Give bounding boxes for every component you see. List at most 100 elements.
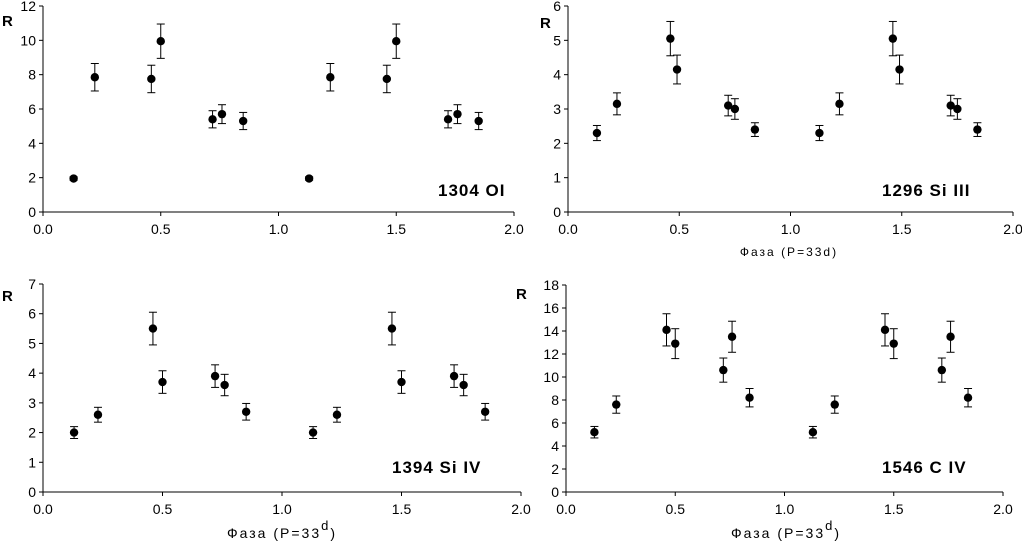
panel-1304-oi-data-point bbox=[217, 109, 227, 119]
panel-1394-si-iv-data-point bbox=[332, 410, 342, 419]
panel-1304-oi-title: 1304 OI bbox=[438, 181, 506, 200]
panel-1296-si-iii-data-point bbox=[953, 104, 962, 114]
panel-1394-si-iv-data-point bbox=[158, 377, 167, 387]
panel-1546-c-iv-title: 1546 C IV bbox=[882, 458, 967, 477]
panel-1394-si-iv: R 1394 Si IV Фаза (Р=33d) 0 1 2 3 4 5 6 7 0.0 0.5… bbox=[2, 276, 531, 541]
panel-1546-c-iv-data-point bbox=[946, 332, 955, 341]
panel-1296-si-iii-data-point bbox=[612, 99, 622, 109]
panel-1394-si-iv-data-point bbox=[449, 371, 459, 381]
panel-1296-si-iii-title: 1296 Si III bbox=[882, 181, 971, 200]
panel-1296-si-iii-ytick-label: 2 bbox=[553, 135, 561, 151]
panel-1546-c-iv-ytick-label: 8 bbox=[551, 392, 559, 408]
panel-1296-si-iii-ytick-label: 4 bbox=[553, 67, 561, 83]
panel-1546-c-iv-ytick-label: 14 bbox=[543, 323, 559, 339]
panel-1304-oi-data-point bbox=[382, 74, 392, 84]
panel-1296-si-iii-ytick-label: 0 bbox=[553, 204, 561, 220]
panel-1304-oi-ytick-label: 6 bbox=[28, 101, 36, 117]
panel-1546-c-iv-ytick-label: 10 bbox=[543, 369, 559, 385]
panel-1304-oi-xtick-label: 0.5 bbox=[151, 221, 171, 237]
panel-1546-c-iv-ytick-label: 6 bbox=[551, 415, 559, 431]
panel-1296-si-iii-data-point bbox=[835, 99, 844, 109]
panel-1304-oi-data-point bbox=[326, 73, 335, 82]
panel-1296-si-iii-ylabel: R bbox=[540, 15, 551, 32]
panel-1304-oi-data-point bbox=[69, 174, 78, 183]
panel-1394-si-iv-ytick-label: 1 bbox=[28, 454, 36, 470]
panel-1394-si-iv-ylabel: R bbox=[2, 288, 13, 305]
panel-1394-si-iv-xtick-label: 2.0 bbox=[511, 501, 531, 517]
panel-1546-c-iv-data-point bbox=[662, 325, 671, 335]
panel-1394-si-iv-xlabel: Фаза (Р=33d) bbox=[227, 518, 337, 541]
panel-1296-si-iii-data-point bbox=[946, 101, 955, 110]
panel-1394-si-iv-data-point bbox=[397, 377, 406, 387]
panel-1546-c-iv-data-point bbox=[590, 428, 599, 437]
panel-1394-si-iv-ytick-label: 4 bbox=[28, 365, 36, 381]
panel-1546-c-iv-data-point bbox=[937, 365, 947, 375]
panel-1394-si-iv-data-point bbox=[308, 428, 318, 437]
panel-1394-si-iv-data-point bbox=[480, 407, 490, 416]
panel-1296-si-iii-ytick-label: 5 bbox=[553, 32, 561, 48]
panel-1546-c-iv-data-point bbox=[612, 400, 621, 409]
panel-1546-c-iv-ytick-label: 16 bbox=[543, 300, 559, 316]
panel-1296-si-iii-data-point bbox=[750, 125, 760, 134]
panel-1296-si-iii-ytick-label: 6 bbox=[553, 0, 561, 14]
panel-1546-c-iv-xtick-label: 0.5 bbox=[666, 501, 686, 517]
panel-1304-oi-ylabel: R bbox=[2, 13, 13, 30]
panel-1304-oi-data-point bbox=[156, 36, 165, 46]
panel-1546-c-iv-data-point bbox=[830, 400, 839, 409]
panel-1546-c-iv-xtick-label: 0.0 bbox=[556, 501, 576, 517]
panel-1546-c-iv-data-point bbox=[808, 428, 818, 437]
panel-1296-si-iii-data-point bbox=[672, 65, 682, 74]
panel-1296-si-iii: R 1296 Si III Фаза (Р=33d) 0 1 2 3 4 5 6 0.0 0.5… bbox=[540, 0, 1022, 259]
panel-1546-c-iv-ylabel: R bbox=[516, 286, 527, 303]
panel-1304-oi-data-point bbox=[474, 116, 483, 126]
panel-1546-c-iv-data-point bbox=[963, 393, 973, 402]
panel-1304-oi-xtick-label: 1.0 bbox=[269, 221, 289, 237]
panel-1546-c-iv-ytick-label: 2 bbox=[551, 461, 559, 477]
panel-1394-si-iv-data-point bbox=[241, 407, 251, 416]
panel-1304-oi-data-point bbox=[238, 116, 248, 126]
panel-1546-c-iv-data-point bbox=[719, 365, 728, 375]
panel-1546-c-iv-ytick-label: 4 bbox=[551, 438, 559, 454]
panel-1394-si-iv-title: 1394 Si IV bbox=[392, 458, 481, 477]
panel-1394-si-iv-data-point bbox=[210, 371, 220, 381]
panel-1296-si-iii-data-point bbox=[730, 104, 740, 114]
panel-1304-oi-ytick-label: 0 bbox=[28, 204, 36, 220]
panel-1546-c-iv-data-point bbox=[889, 339, 898, 348]
panel-1394-si-iv-xtick-label: 1.0 bbox=[272, 501, 292, 517]
panel-1296-si-iii-xlabel: Фаза (Р=33d) bbox=[740, 245, 838, 259]
panel-1296-si-iii-data-point bbox=[973, 125, 982, 134]
panel-1546-c-iv: R 1546 C IV Фаза (Р=33d) 0 2 4 6 8 10 12 14 16 18… bbox=[516, 277, 1013, 541]
panel-1304-oi-data-point bbox=[443, 115, 453, 124]
panel-1296-si-iii-data-point bbox=[895, 65, 904, 74]
panel-1296-si-iii-data-point bbox=[724, 101, 733, 110]
panel-1304-oi-data-point bbox=[208, 115, 217, 124]
panel-1546-c-iv-xlabel: Фаза (Р=33d) bbox=[731, 518, 841, 541]
panel-1296-si-iii-xtick-label: 2.0 bbox=[1003, 221, 1022, 237]
panel-1546-c-iv-ytick-label: 12 bbox=[543, 346, 559, 362]
panel-1394-si-iv-data-point bbox=[69, 428, 79, 437]
panel-1296-si-iii-data-point bbox=[666, 34, 675, 43]
panel-1394-si-iv-data-point bbox=[93, 410, 103, 419]
panel-1296-si-iii-ytick-label: 3 bbox=[553, 101, 561, 117]
panel-1304-oi-data-point bbox=[90, 73, 100, 82]
panel-1296-si-iii-xtick-label: 0.5 bbox=[670, 221, 690, 237]
panel-1304-oi-data-point bbox=[304, 174, 314, 183]
panel-1546-c-iv-data-point bbox=[745, 393, 754, 402]
panel-1304-oi-data-point bbox=[392, 36, 401, 46]
panel-1394-si-iv-ytick-label: 5 bbox=[28, 335, 36, 351]
panel-1394-si-iv-data-point bbox=[459, 380, 468, 390]
panel-1304-oi-xtick-label: 0.0 bbox=[33, 221, 53, 237]
panel-1304-oi-ytick-label: 2 bbox=[28, 170, 36, 186]
panel-1394-si-iv-xtick-label: 0.0 bbox=[33, 501, 53, 517]
panel-1546-c-iv-xtick-label: 1.5 bbox=[884, 501, 904, 517]
panel-1546-c-iv-xtick-label: 1.0 bbox=[775, 501, 795, 517]
panel-1304-oi-ytick-label: 4 bbox=[28, 135, 36, 151]
panel-1394-si-iv-ytick-label: 0 bbox=[28, 484, 36, 500]
panel-1304-oi-ytick-label: 8 bbox=[28, 67, 36, 83]
panel-1304-oi-xtick-label: 1.5 bbox=[387, 221, 407, 237]
panel-1296-si-iii-xtick-label: 1.5 bbox=[892, 221, 912, 237]
panel-1546-c-iv-ytick-label: 18 bbox=[543, 277, 559, 293]
panel-1304-oi: R 1304 OI 0 2 4 6 8 10 12 0.0 0.5 1.0 1.5 2.0 bbox=[2, 0, 524, 237]
panel-1296-si-iii-ytick-label: 1 bbox=[553, 170, 561, 186]
